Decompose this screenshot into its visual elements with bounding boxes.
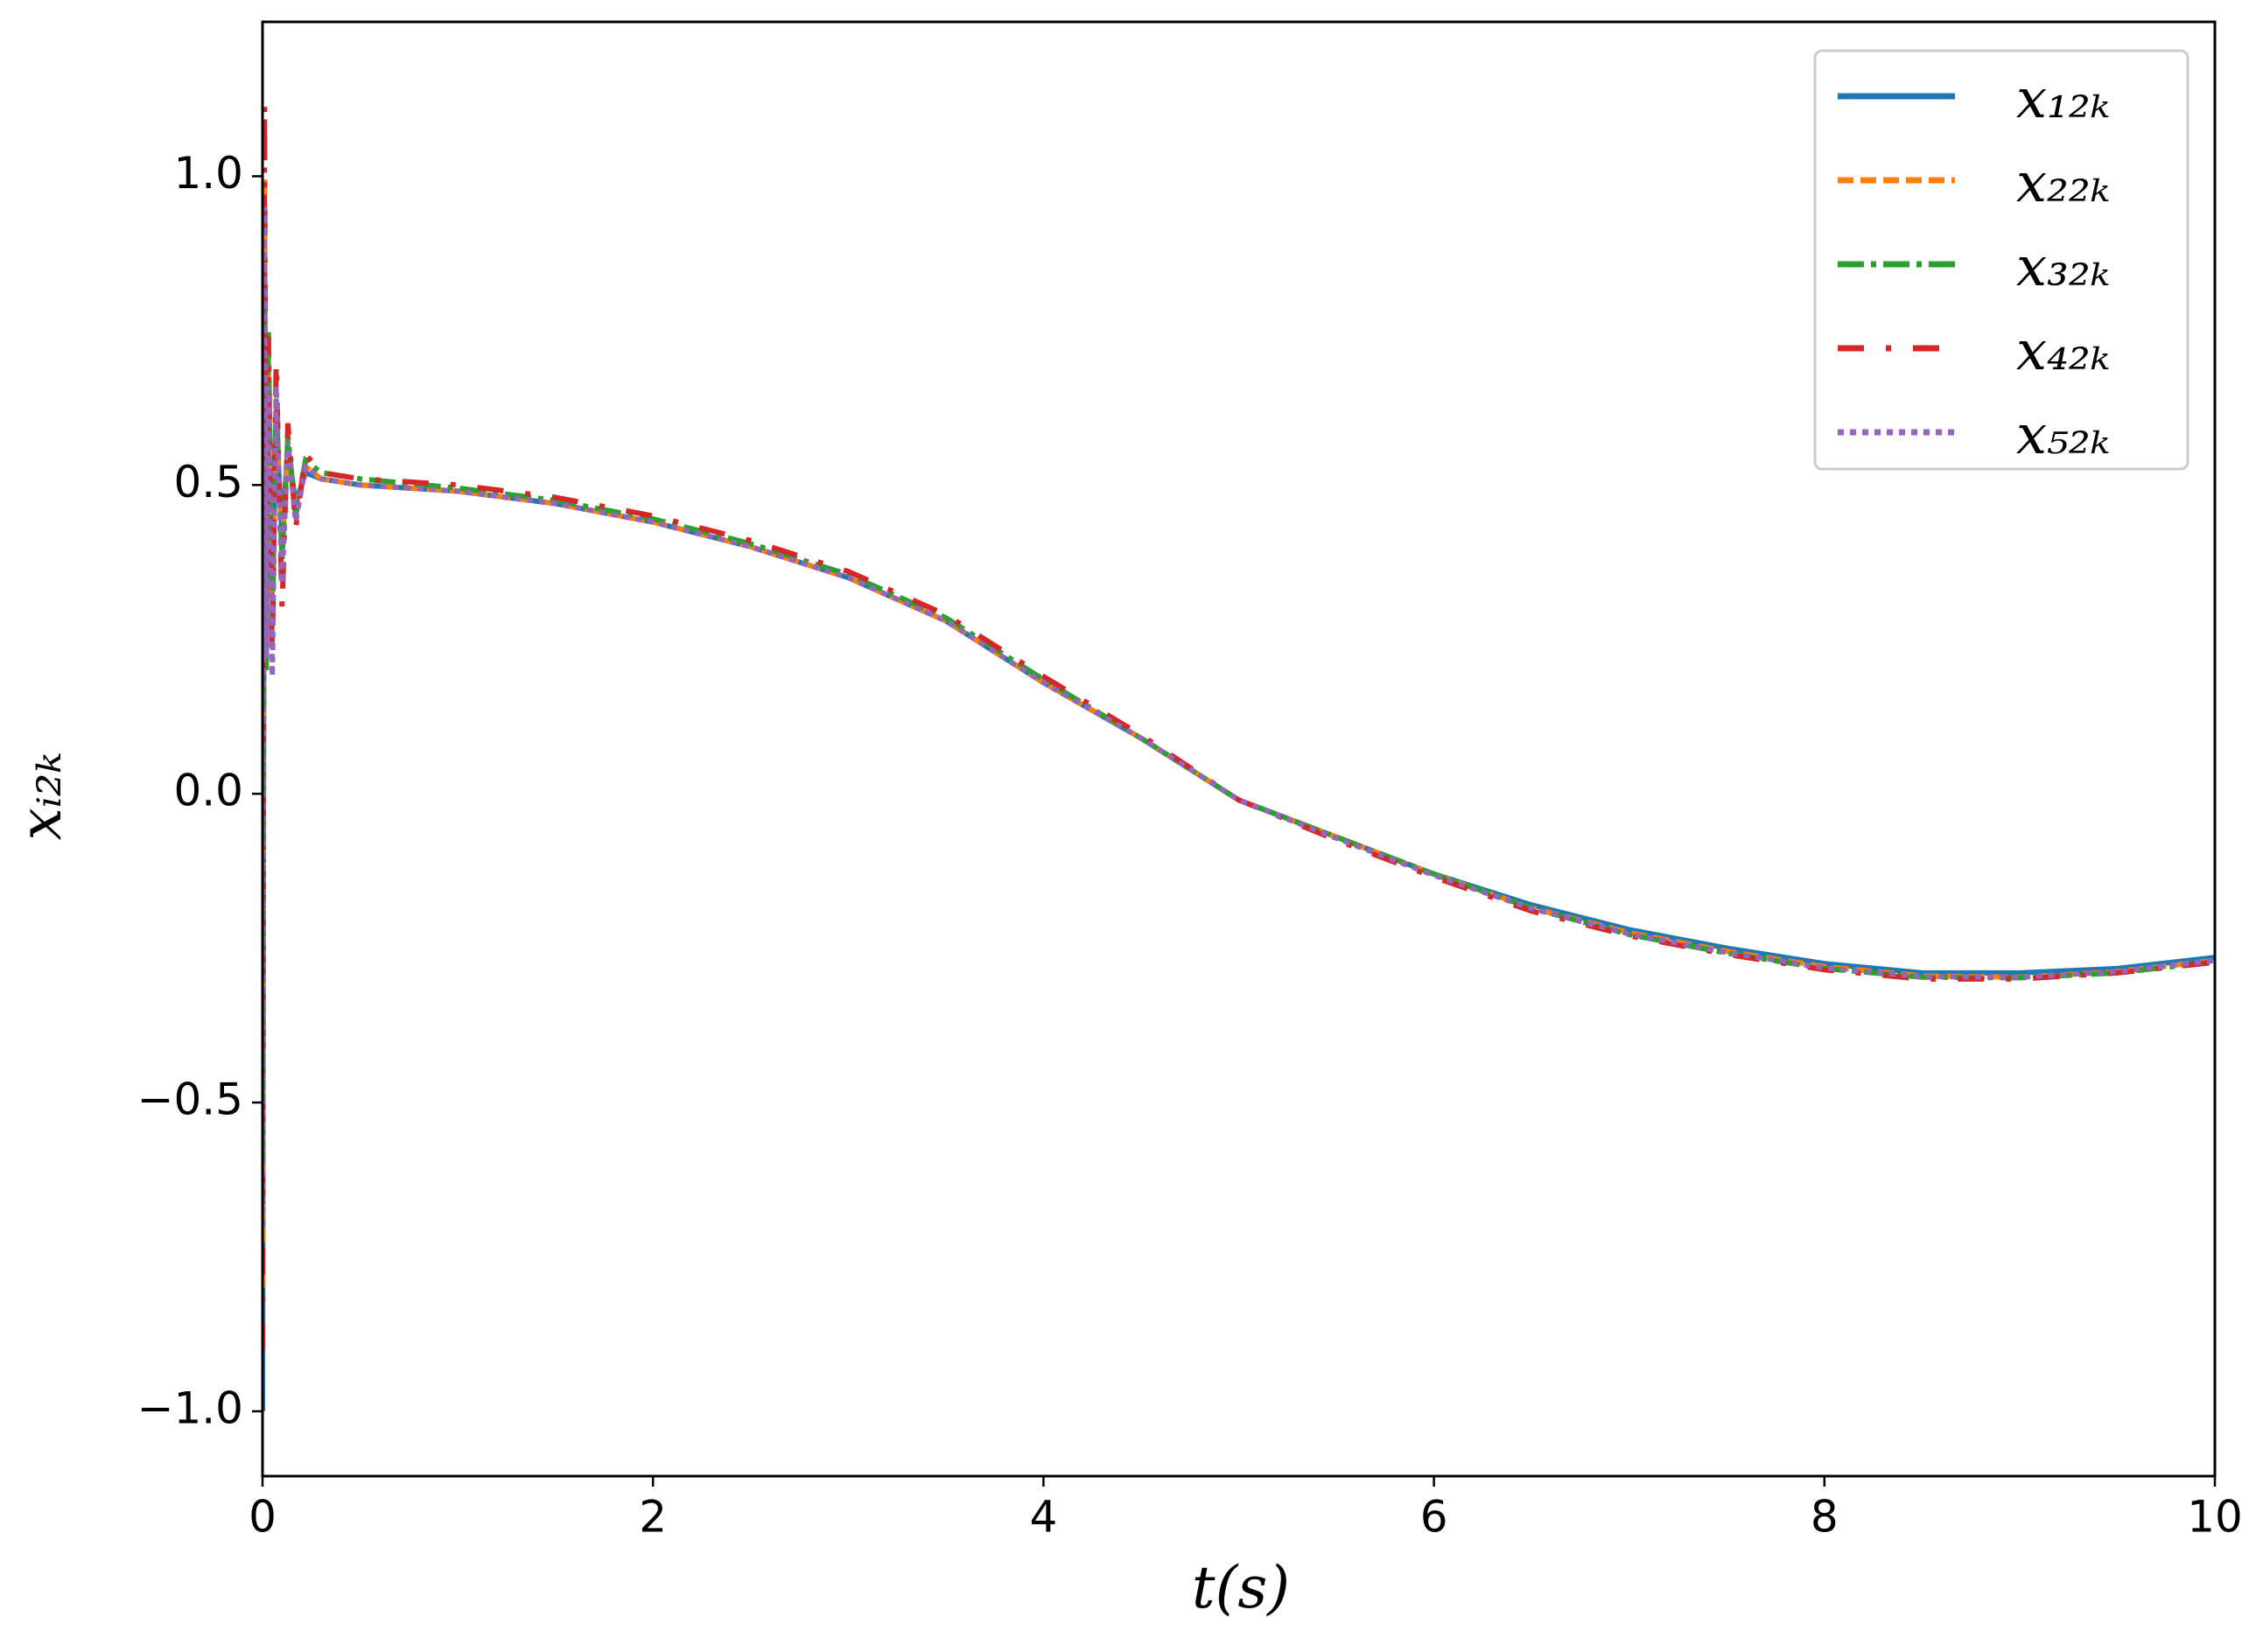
y-tick-label: 1.0 [173,148,243,199]
legend-label: x₅₂ₖ [2016,402,2110,466]
y-tick-label: 0.5 [173,457,243,508]
series-line [263,102,2215,1350]
x-axis-label: t(s) [1192,1554,1290,1621]
plot-lines [263,102,2215,1411]
y-tick-label: −1.0 [137,1382,243,1433]
legend-label: x₂₂ₖ [2016,150,2110,214]
x-tick-label: 6 [1420,1492,1448,1543]
y-tick-label: −0.5 [137,1074,243,1125]
legend-box [1813,49,2189,471]
y-tick-label: 0.0 [173,766,243,816]
x-tick-label: 4 [1029,1492,1057,1543]
legend-label: x₁₂ₖ [2016,66,2110,130]
x-tick-label: 2 [639,1492,667,1543]
x-tick-label: 0 [249,1492,277,1543]
series-line [263,176,2215,1288]
y-axis-label: xᵢ₂ₖ [7,752,74,840]
plot-frame [261,20,2217,1478]
legend-label: x₃₂ₖ [2016,234,2110,298]
series-line [263,269,2215,1165]
x-tick-label: 8 [1811,1492,1839,1543]
x-tick-label: 10 [2187,1492,2243,1543]
legend-label: x₄₂ₖ [2016,318,2110,382]
